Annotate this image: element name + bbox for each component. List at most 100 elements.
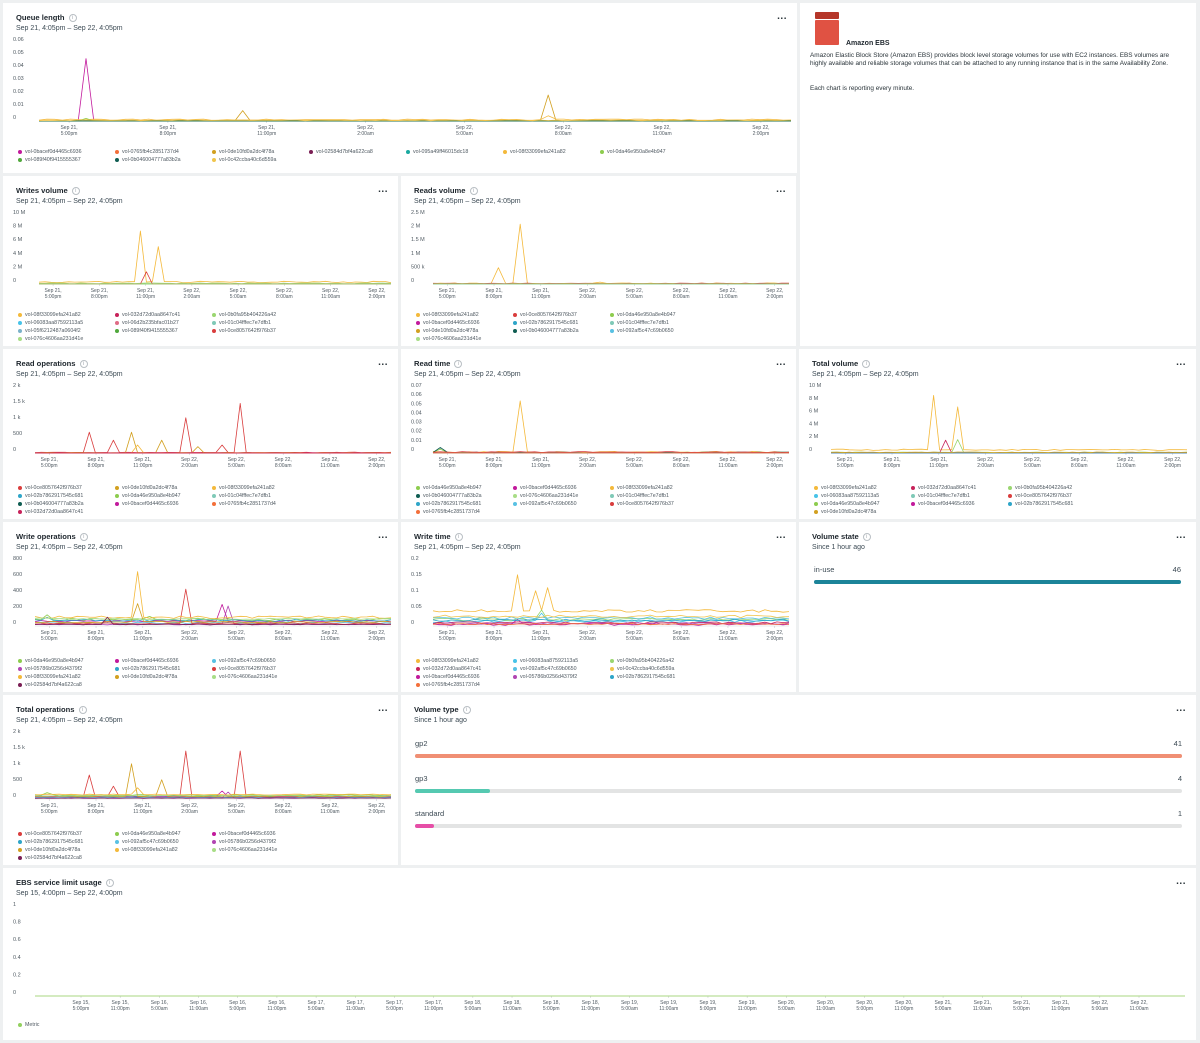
- legend-item[interactable]: vol-01c04fffec7e7dfb1: [610, 493, 707, 499]
- legend-item[interactable]: vol-05786b0256d4379f2: [513, 674, 610, 680]
- series-line-vol-08f33099efa241a82[interactable]: [39, 231, 391, 283]
- series-line-vol-0b0fa95b404226a42[interactable]: [39, 283, 391, 284]
- legend-item[interactable]: vol-0da46e950a8e4b947: [610, 312, 707, 318]
- chart-svg[interactable]: 8006004002000Sep 21,5:00pmSep 21,8:00pmS…: [3, 522, 398, 654]
- legend-item[interactable]: vol-0de10fd0a2dc4f78a: [115, 485, 212, 491]
- legend-item[interactable]: vol-095a49ff46015dc18: [406, 149, 503, 155]
- legend-item[interactable]: vol-0b0fa95b404226a42: [610, 658, 707, 664]
- legend-item[interactable]: vol-01c04fffec7e7dfb1: [212, 320, 309, 326]
- legend-item[interactable]: vol-0bacef0d4465c6936: [18, 149, 115, 155]
- legend-item[interactable]: vol-0765fb4c2851737d4: [115, 149, 212, 155]
- legend-item[interactable]: vol-0bacef0d4465c6936: [115, 658, 212, 664]
- info-icon[interactable]: i: [863, 533, 871, 541]
- legend-item[interactable]: vol-08f33099efa241a82: [416, 658, 513, 664]
- legend-item[interactable]: vol-0bacef0d4465c6936: [416, 320, 513, 326]
- bar-item[interactable]: in-use 46: [814, 565, 1181, 584]
- series-line-vol-08f33099efa241a82[interactable]: [433, 575, 789, 612]
- legend-item[interactable]: vol-0b046004777a83b2a: [18, 501, 115, 507]
- series-line-vol-08f33099efa241a82[interactable]: [35, 572, 391, 619]
- legend-item[interactable]: vol-032d72d0aa8647c41: [911, 485, 1008, 491]
- legend-item[interactable]: vol-02b7862917545c681: [18, 839, 115, 845]
- legend-item[interactable]: vol-0da46e950a8e4b947: [115, 831, 212, 837]
- legend-item[interactable]: vol-0de10fd0a2dc4f78a: [212, 149, 309, 155]
- legend-item[interactable]: vol-02b7862917545c681: [1008, 501, 1105, 507]
- series-line-vol-0de10fd0a2dc4f78a[interactable]: [39, 95, 791, 121]
- legend-item[interactable]: vol-0c42ccba40c6d559a: [212, 157, 309, 163]
- legend-item[interactable]: vol-089f40f9415555367: [115, 328, 212, 334]
- legend-item[interactable]: vol-0765fb4c2851737d4: [416, 509, 513, 515]
- legend-item[interactable]: vol-08f33099efa241a82: [610, 485, 707, 491]
- series-line-vol-0ce8057642f976b37[interactable]: [35, 403, 391, 452]
- legend-item[interactable]: vol-076c4606aa231d41e: [212, 847, 309, 853]
- series-line-vol-0bacef0d4465c6936[interactable]: [39, 59, 791, 121]
- legend-item[interactable]: vol-092af5c47c69b0650: [610, 328, 707, 334]
- legend-item[interactable]: vol-0da46e950a8e4b947: [814, 501, 911, 507]
- legend-item[interactable]: vol-0de10fd0a2dc4f78a: [115, 674, 212, 680]
- series-line-vol-08f33099efa241a82[interactable]: [433, 224, 789, 284]
- legend-item[interactable]: vol-076c4606aa231d41e: [212, 674, 309, 680]
- legend-item[interactable]: vol-0b046004777a83b2a: [513, 328, 610, 334]
- legend-item[interactable]: vol-0ce8057642f976b37: [513, 312, 610, 318]
- series-line-vol-08f33099efa241a82[interactable]: [433, 401, 789, 453]
- legend-item[interactable]: vol-0b0fa95b404226a42: [1008, 485, 1105, 491]
- series-line-vol-032d72d0aa8647c41[interactable]: [831, 440, 1187, 453]
- legend-item[interactable]: vol-02584d7bf4a622ca8: [18, 855, 115, 861]
- legend-item[interactable]: vol-02b7862917545c681: [416, 501, 513, 507]
- legend-item[interactable]: vol-0ce8057642f976b37: [212, 328, 309, 334]
- legend-item[interactable]: vol-032d72d0aa8647c41: [115, 312, 212, 318]
- legend-item[interactable]: vol-0de10fd0a2dc4f78a: [814, 509, 911, 515]
- panel-menu-button[interactable]: ...: [1176, 530, 1186, 541]
- legend-item[interactable]: vol-02584d7bf4a622ca8: [18, 682, 115, 688]
- panel-menu-button[interactable]: ...: [1176, 703, 1186, 714]
- legend-item[interactable]: vol-06083aa87592113a5: [814, 493, 911, 499]
- legend-item[interactable]: vol-0765fb4c2851737d4: [416, 682, 513, 688]
- legend-item[interactable]: vol-05786b0256d4379f2: [212, 839, 309, 845]
- legend-item[interactable]: vol-032d72d0aa8647c41: [18, 509, 115, 515]
- legend-item[interactable]: vol-08f33099efa241a82: [814, 485, 911, 491]
- legend-item[interactable]: vol-05786b0256d4379f2: [18, 666, 115, 672]
- series-line-vol-08f33099efa241a82[interactable]: [35, 788, 391, 795]
- legend-item[interactable]: vol-0bacef0d4465c6936: [416, 674, 513, 680]
- chart-svg[interactable]: 0.20.150.10.050Sep 21,5:00pmSep 21,8:00p…: [401, 522, 796, 654]
- legend-item[interactable]: vol-0b046004777a83b2a: [416, 493, 513, 499]
- legend-item[interactable]: vol-0bacef0d4465c6936: [212, 831, 309, 837]
- legend-item[interactable]: vol-06d2b235bfac01b27: [115, 320, 212, 326]
- legend-item[interactable]: vol-0ce8057642f976b37: [18, 831, 115, 837]
- legend-item[interactable]: vol-0da46e950a8e4b947: [18, 658, 115, 664]
- series-line-vol-0b0fa95b404226a42[interactable]: [831, 440, 1187, 453]
- legend-item[interactable]: vol-01c04fffec7e7dfb1: [610, 320, 707, 326]
- legend-item[interactable]: vol-02b7862917545c681: [18, 493, 115, 499]
- legend-item[interactable]: vol-08f33099efa241a82: [212, 485, 309, 491]
- legend-item[interactable]: vol-0b046004777a83b2a: [115, 157, 212, 163]
- series-line-vol-0c42ccba40c6d559a[interactable]: [39, 120, 791, 121]
- legend-item[interactable]: vol-0bacef0d4465c6936: [115, 501, 212, 507]
- chart-svg[interactable]: 2 k1.5 k1 k5000Sep 21,5:00pmSep 21,8:00p…: [3, 349, 398, 481]
- legend-item[interactable]: vol-0ce8057642f976b37: [1008, 493, 1105, 499]
- legend-item[interactable]: vol-092af5c47c69b0650: [513, 501, 610, 507]
- legend-item[interactable]: vol-02b7862917545c681: [513, 320, 610, 326]
- legend-item[interactable]: vol-032d72d0aa8647c41: [416, 666, 513, 672]
- legend-item[interactable]: vol-0de10fd0a2dc4f78a: [18, 847, 115, 853]
- legend-item[interactable]: vol-0c42ccba40c6d559a: [610, 666, 707, 672]
- legend-item[interactable]: vol-08f33099efa241a82: [416, 312, 513, 318]
- legend-item[interactable]: vol-0bacef0d4465c6936: [911, 501, 1008, 507]
- legend-item[interactable]: vol-0ce8057642f976b37: [18, 485, 115, 491]
- legend-item[interactable]: vol-092af5c47c69b0650: [513, 666, 610, 672]
- legend-item[interactable]: vol-0765fb4c2851737d4: [212, 501, 309, 507]
- legend-item[interactable]: vol-0de10fd0a2dc4f78a: [416, 328, 513, 334]
- chart-svg[interactable]: 0.060.050.040.030.020.010Sep 21,5:00pmSe…: [3, 3, 797, 149]
- legend-item[interactable]: vol-08f33099efa241a82: [18, 312, 115, 318]
- bar-item[interactable]: gp3 4: [415, 774, 1182, 793]
- legend-item[interactable]: Metric: [18, 1022, 115, 1028]
- chart-svg[interactable]: 10 M8 M6 M4 M2 M0Sep 21,5:00pmSep 21,8:0…: [799, 349, 1196, 481]
- series-line-vol-0de10fd0a2dc4f78a[interactable]: [35, 764, 391, 797]
- info-icon[interactable]: i: [463, 706, 471, 714]
- legend-item[interactable]: vol-0da46e950a8e4b947: [416, 485, 513, 491]
- series-line-vol-08f33099efa241a82[interactable]: [831, 395, 1187, 450]
- legend-item[interactable]: vol-076c4606aa231d41e: [18, 336, 115, 342]
- bar-item[interactable]: standard 1: [415, 809, 1182, 828]
